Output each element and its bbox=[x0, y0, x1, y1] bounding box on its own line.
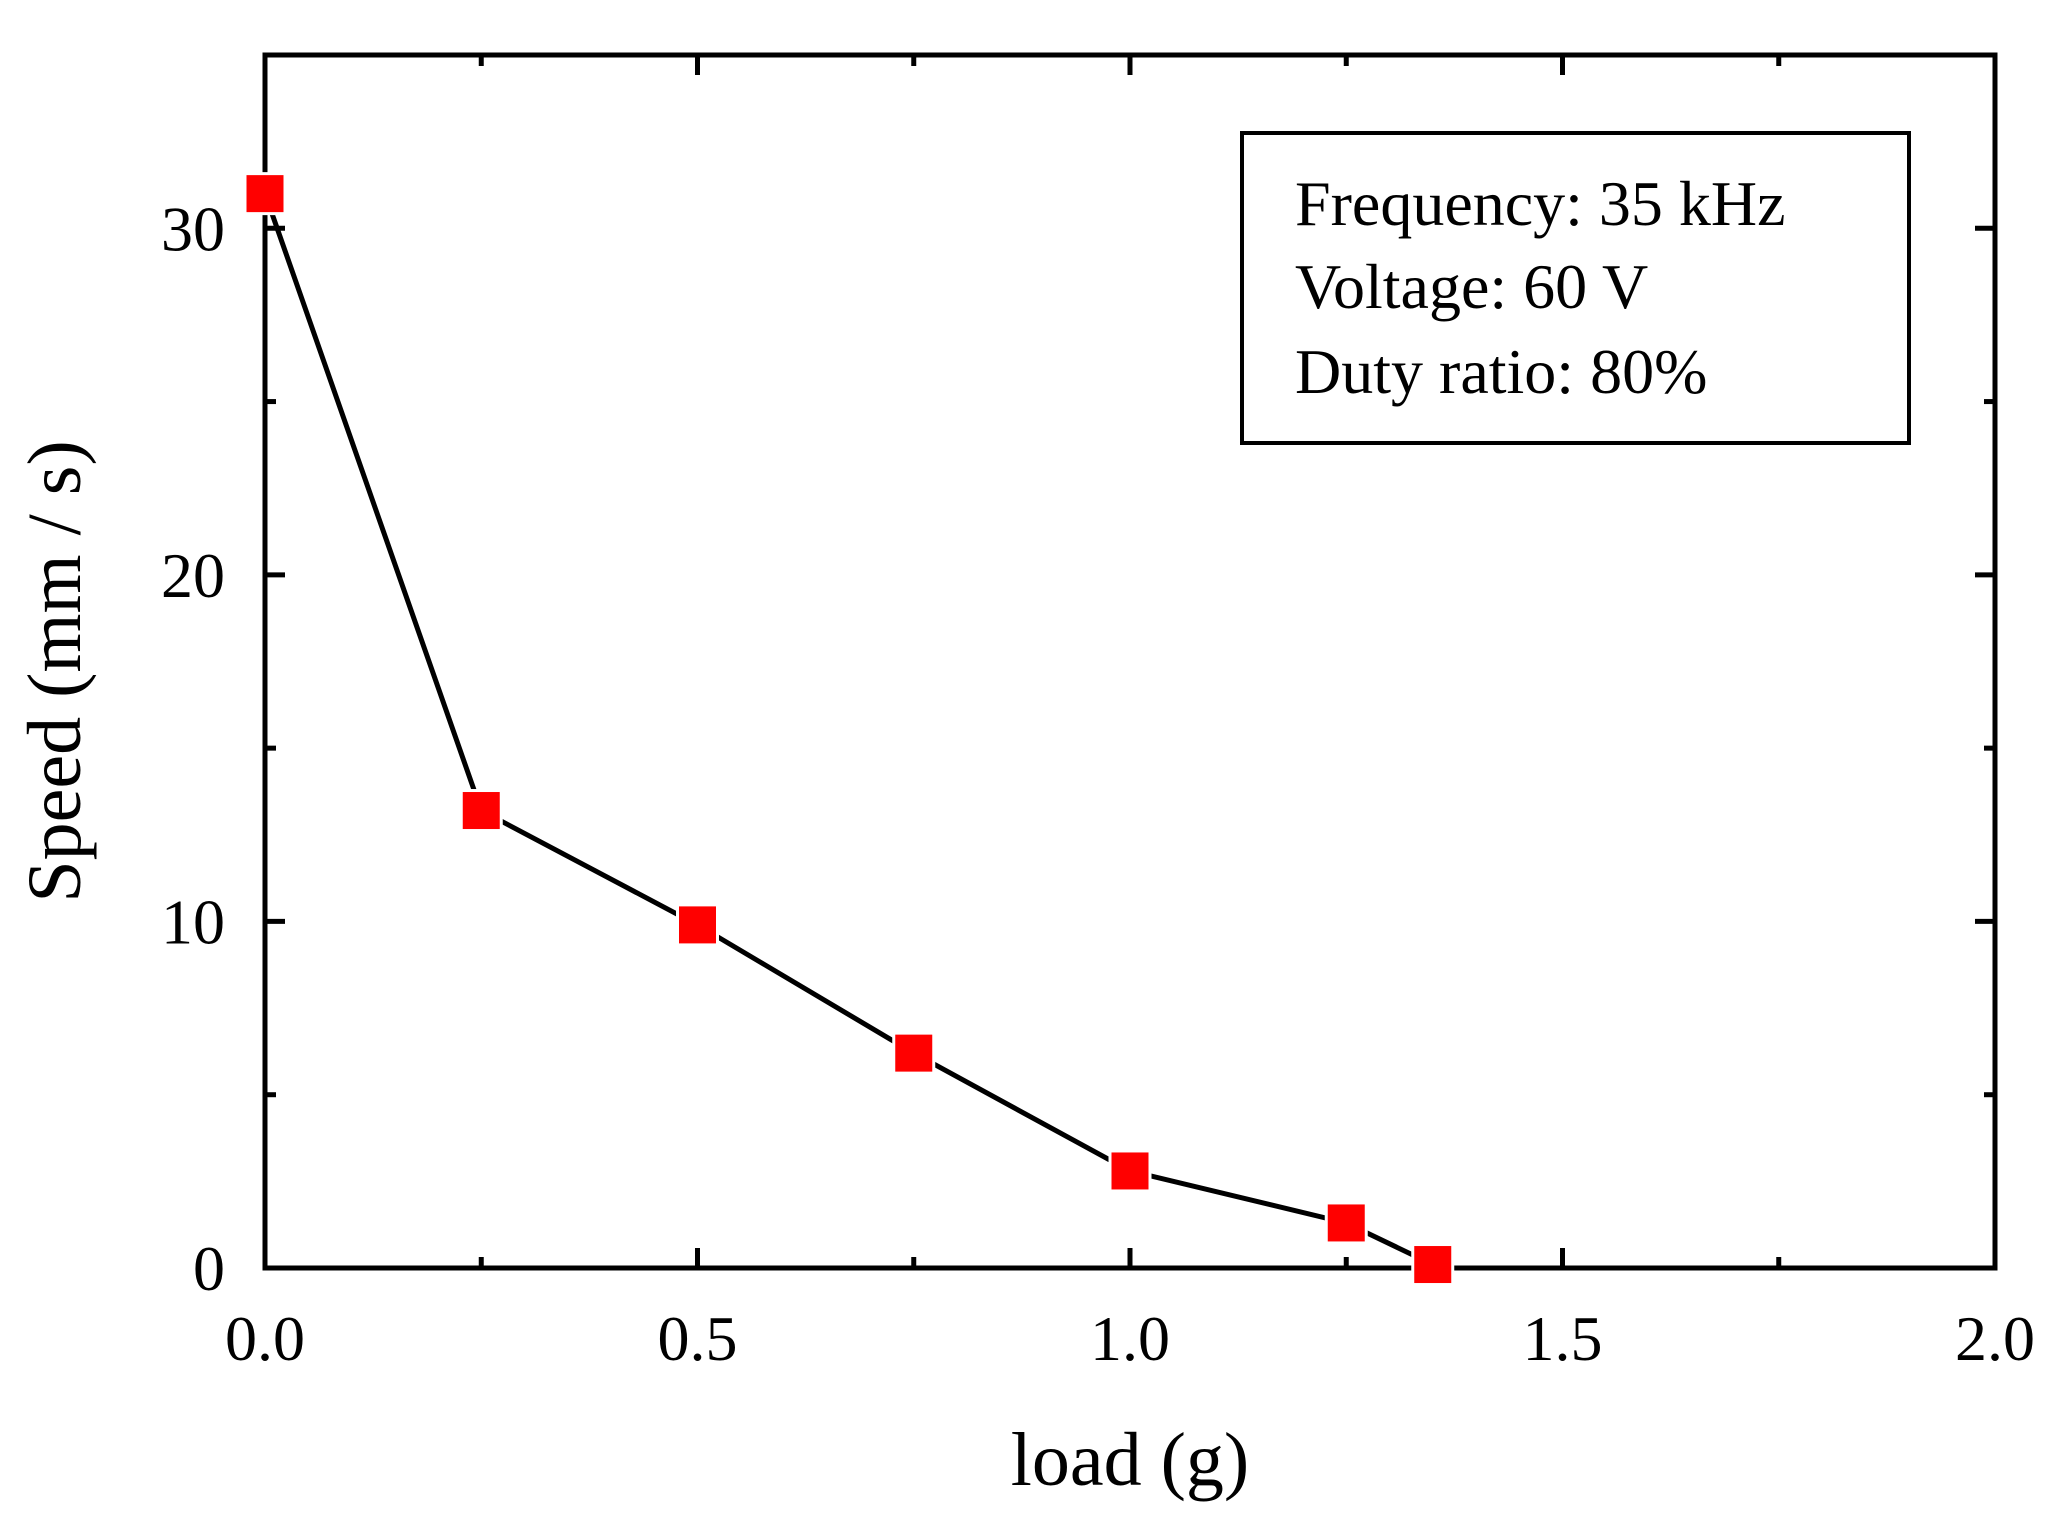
annotation-duty-ratio: Duty ratio: 80% bbox=[1295, 336, 1707, 407]
y-axis-title: Speed (mm / s) bbox=[13, 440, 97, 902]
data-point-marker bbox=[892, 1031, 936, 1075]
data-point-marker bbox=[1324, 1201, 1368, 1245]
series-layer bbox=[243, 172, 1455, 1287]
x-tick-label: 0.0 bbox=[225, 1303, 305, 1374]
x-tick-label: 0.5 bbox=[658, 1303, 738, 1374]
annotation-voltage: Voltage: 60 V bbox=[1295, 251, 1648, 322]
data-point-marker bbox=[459, 789, 503, 833]
annotation-frequency: Frequency: 35 kHz bbox=[1295, 168, 1786, 239]
y-tick-label: 10 bbox=[161, 886, 225, 957]
y-tick-label: 20 bbox=[161, 540, 225, 611]
x-axis-title: load (g) bbox=[1011, 1418, 1249, 1502]
data-point-marker bbox=[1108, 1149, 1152, 1193]
y-tick-label: 0 bbox=[193, 1233, 225, 1304]
data-point-marker bbox=[1411, 1243, 1455, 1287]
data-point-marker bbox=[243, 172, 287, 216]
y-tick-label: 30 bbox=[161, 193, 225, 264]
x-tick-label: 1.0 bbox=[1090, 1303, 1170, 1374]
plot-frame bbox=[262, 52, 1998, 1271]
tick-labels-layer: 0.0 0.5 1.0 1.5 2.0 0 10 20 30 bbox=[161, 193, 2035, 1374]
annotation-frame bbox=[1240, 131, 1911, 445]
x-tick-label: 2.0 bbox=[1955, 1303, 2035, 1374]
x-tick-label: 1.5 bbox=[1523, 1303, 1603, 1374]
annotation-box: Frequency: 35 kHz Voltage: 60 V Duty rat… bbox=[1240, 131, 1911, 445]
data-point-marker bbox=[676, 903, 719, 947]
